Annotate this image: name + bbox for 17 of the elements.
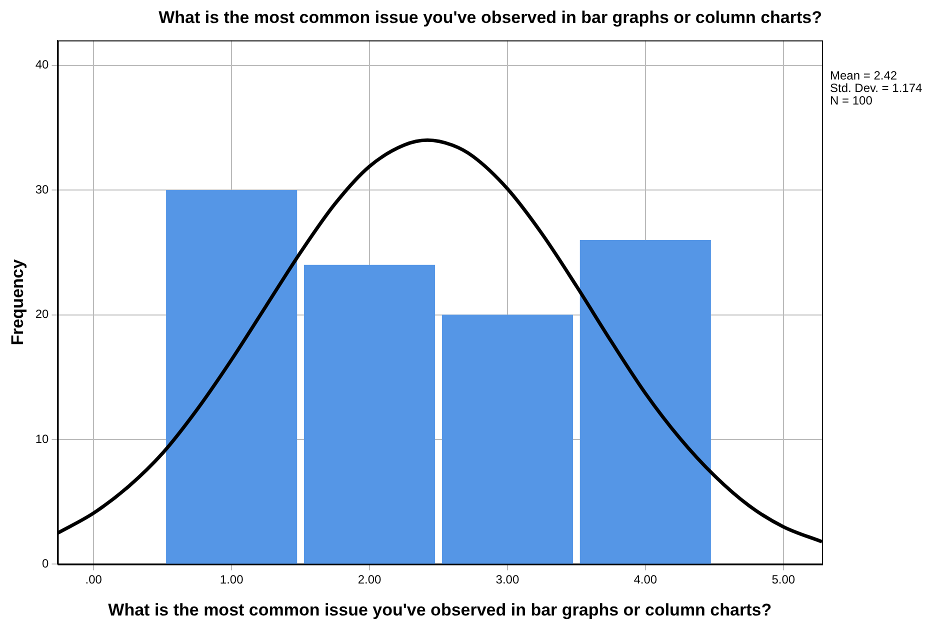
y-tick-label: 0 bbox=[42, 556, 50, 571]
x-tick-label: 4.00 bbox=[634, 572, 658, 587]
x-tick-label: .00 bbox=[85, 572, 102, 587]
x-axis-title: What is the most common issue you've observed in bar graphs or column charts? bbox=[108, 600, 772, 620]
chart-title: What is the most common issue you've observed in bar graphs or column charts? bbox=[158, 8, 822, 27]
y-axis-title: Frequency bbox=[8, 258, 27, 346]
x-tick-label: 1.00 bbox=[220, 572, 244, 587]
text: N = 100 bbox=[830, 94, 873, 108]
y-tick-label: 10 bbox=[35, 432, 50, 446]
x-tick-label: 3.00 bbox=[496, 572, 520, 587]
x-tick-label: 2.00 bbox=[358, 572, 382, 587]
y-tick-label: 20 bbox=[35, 307, 50, 322]
y-tick-label: 40 bbox=[35, 58, 50, 72]
y-tick-label: 30 bbox=[35, 182, 50, 196]
text: Mean = 2.42 bbox=[830, 68, 898, 83]
x-tick-label: 5.00 bbox=[772, 572, 796, 587]
text: Std. Dev. = 1.174 bbox=[830, 81, 922, 96]
